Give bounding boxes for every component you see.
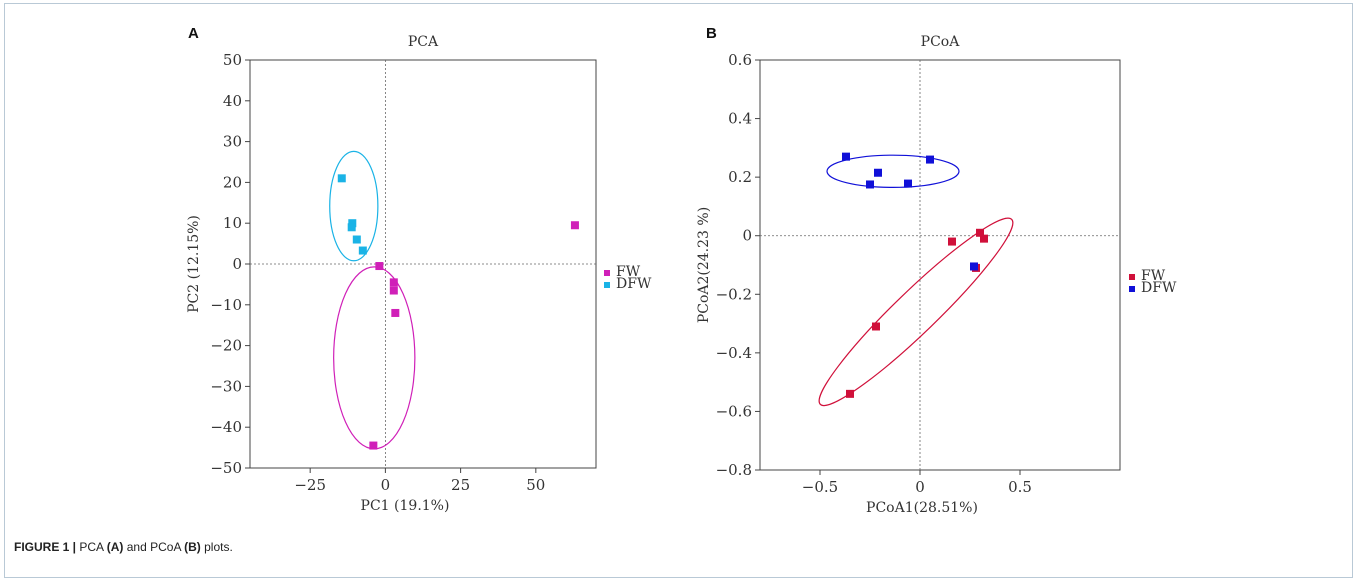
caption-ref-a: (A) bbox=[106, 540, 124, 554]
panel-a-ellipse-dfw bbox=[329, 150, 379, 262]
panel-a-xlabel: PC1 (19.1%) bbox=[361, 498, 450, 514]
panel-a-letter: A bbox=[188, 25, 199, 42]
panel-b-ytick-label: 0.2 bbox=[728, 168, 752, 186]
figure-caption: FIGURE 1 | PCA (A) and PCoA (B) plots. bbox=[14, 540, 233, 554]
panel-a-ytick-label: −40 bbox=[210, 418, 242, 436]
panel-b-point-dfw bbox=[874, 168, 882, 177]
panel-b-plot-frame bbox=[759, 59, 1121, 471]
panel-b-point-dfw bbox=[866, 180, 874, 189]
panel-b-point-fw bbox=[846, 389, 854, 398]
panel-b-ytick-label: 0.6 bbox=[728, 51, 752, 69]
panel-b-point-dfw bbox=[842, 152, 850, 161]
panel-a-xtick-label: 0 bbox=[381, 476, 391, 494]
panel-b-point-fw bbox=[980, 234, 988, 243]
panel-b-legend-label-dfw: DFW bbox=[1141, 280, 1177, 296]
panel-b-ytick-label: −0.4 bbox=[716, 344, 752, 362]
panel-a-legend-swatch-fw bbox=[604, 270, 610, 276]
panel-b-xtick-label: −0.5 bbox=[802, 478, 838, 496]
panel-a-legend-label-dfw: DFW bbox=[616, 276, 652, 292]
panel-b-point-dfw bbox=[970, 262, 978, 271]
panel-a-legend-label-fw: FW bbox=[616, 264, 641, 280]
panel-b-ytick-label: 0.4 bbox=[728, 110, 752, 128]
panel-a-point-fw bbox=[391, 308, 400, 317]
panel-b-legend-swatch-dfw bbox=[1129, 286, 1135, 292]
panel-b-legend-swatch-fw bbox=[1129, 274, 1135, 280]
panel-a-point-fw bbox=[389, 278, 398, 287]
panel-a-legend-swatch-dfw bbox=[604, 282, 610, 288]
panel-a-point-fw bbox=[369, 441, 378, 450]
panel-a-point-fw bbox=[570, 221, 579, 230]
panel-a-xtick-label: 25 bbox=[451, 476, 470, 494]
panel-a-xtick-label: 50 bbox=[526, 476, 545, 494]
panel-a-ylabel: PC2 (12.15%) bbox=[186, 215, 202, 313]
caption-text-2: and PCoA bbox=[123, 540, 185, 554]
panel-b-ylabel: PCoA2(24.23 %) bbox=[696, 207, 712, 323]
panel-a-ytick-label: −20 bbox=[210, 337, 242, 355]
caption-label: FIGURE 1 | bbox=[14, 540, 77, 554]
figure-frame bbox=[4, 3, 1353, 578]
panel-b-xlabel: PCoA1(28.51%) bbox=[866, 500, 978, 516]
panel-b-letter: B bbox=[706, 25, 717, 42]
panel-b-legend-label-fw: FW bbox=[1141, 268, 1166, 284]
panel-a-point-fw bbox=[375, 262, 384, 271]
panel-a-point-dfw bbox=[337, 174, 346, 183]
caption-ref-b: (B) bbox=[184, 540, 201, 554]
panel-b-xtick-label: 0 bbox=[915, 478, 925, 496]
caption-text-3: plots. bbox=[200, 540, 233, 554]
panel-b-ytick-label: −0.6 bbox=[716, 402, 752, 420]
panel-a-ytick-label: −10 bbox=[210, 296, 242, 314]
panel-a: A PCA 50 40 30 20 10 0 −10 −20 −30 −40 −50 −25 0 25 50 PC… bbox=[186, 25, 652, 514]
panel-a-ytick-label: 10 bbox=[223, 214, 242, 232]
panel-a-ytick-label: −50 bbox=[210, 459, 242, 477]
panel-b-point-dfw bbox=[926, 155, 934, 164]
panel-b-point-fw bbox=[948, 237, 956, 246]
panel-b-point-fw bbox=[976, 228, 984, 237]
panel-b-ytick-label: −0.2 bbox=[716, 285, 752, 303]
panel-a-ytick-label: 0 bbox=[232, 255, 242, 273]
panel-a-ytick-label: 30 bbox=[223, 133, 242, 151]
panel-a-point-dfw bbox=[347, 223, 356, 232]
panel-a-ytick-label: 50 bbox=[223, 51, 242, 69]
panel-b-ellipse-dfw bbox=[826, 154, 960, 188]
panel-a-ytick-label: 20 bbox=[223, 173, 242, 191]
panel-a-point-fw bbox=[389, 286, 398, 295]
panel-a-point-dfw bbox=[358, 246, 367, 255]
panel-b-point-dfw bbox=[904, 179, 912, 188]
panel-b-ytick-label: 0 bbox=[742, 227, 752, 245]
panel-b-ytick-label: −0.8 bbox=[716, 461, 752, 479]
panel-a-point-dfw bbox=[348, 219, 357, 228]
panel-a-point-dfw bbox=[352, 235, 361, 244]
panel-b-title: PCoA bbox=[921, 34, 961, 50]
caption-text-1: PCA bbox=[76, 540, 107, 554]
panel-a-ytick-label: −30 bbox=[210, 377, 242, 395]
panel-a-title: PCA bbox=[408, 34, 439, 50]
panel-b-point-fw bbox=[872, 322, 880, 331]
panel-b-xtick-label: 0.5 bbox=[1008, 478, 1032, 496]
panel-b: B PCoA 0.6 0.4 0.2 0 −0.2 −0.4 −0.6 −0.8 −0.5 0 0.5 P… bbox=[696, 25, 1177, 516]
panel-a-ytick-label: 40 bbox=[223, 92, 242, 110]
panel-a-ellipse-fw bbox=[333, 266, 416, 450]
panel-b-ellipse-fw bbox=[818, 217, 1014, 407]
panel-a-xtick-label: −25 bbox=[294, 476, 326, 494]
